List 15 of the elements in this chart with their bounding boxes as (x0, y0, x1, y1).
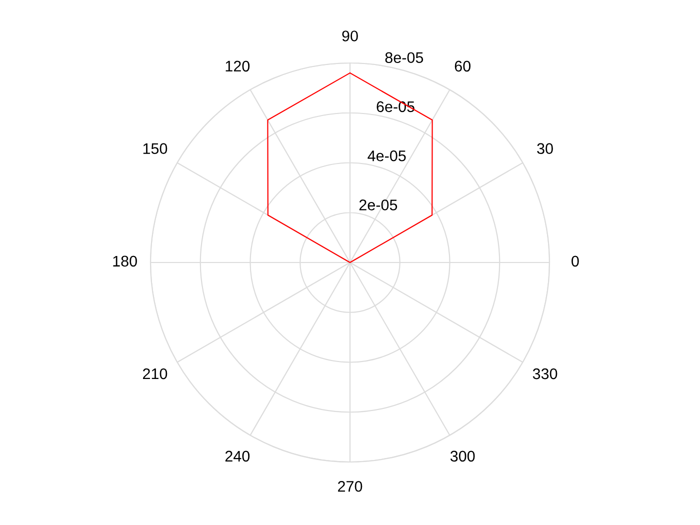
y-tick-label: 4e-05 (368, 150, 406, 162)
y-tick-label: 2e-05 (359, 200, 398, 210)
spoke-label: 180 (113, 256, 137, 267)
spoke-label: 60 (454, 60, 470, 72)
spoke-label: 0 (572, 256, 579, 267)
spoke-label: 90 (342, 30, 358, 42)
spoke-label: 30 (537, 143, 553, 154)
spoke-label: 120 (226, 60, 250, 72)
spoke-label: 300 (450, 450, 475, 462)
y-tick-label: 8e-05 (385, 52, 424, 64)
spoke-label: 330 (532, 368, 558, 380)
spoke-label: 150 (143, 143, 168, 154)
spoke-label: 210 (143, 368, 168, 380)
spoke-label: 270 (338, 480, 362, 492)
spoke-label: 240 (225, 450, 250, 462)
